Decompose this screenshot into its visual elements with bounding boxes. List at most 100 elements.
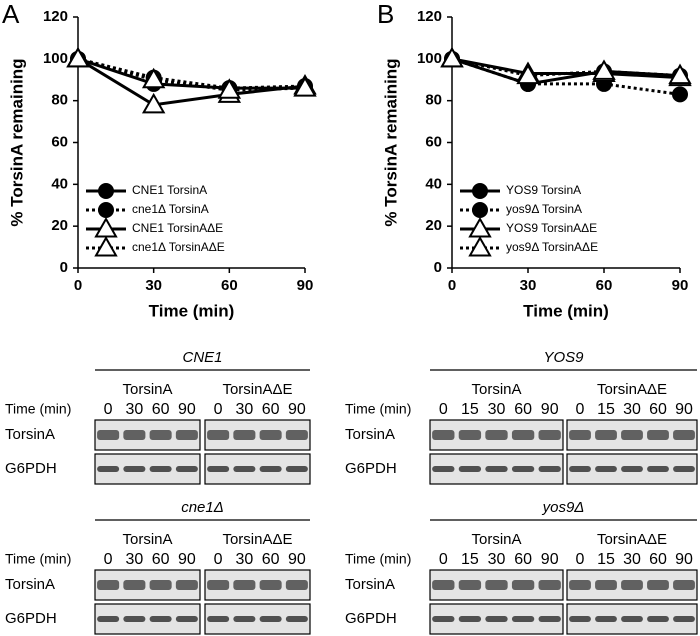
- point: [592, 59, 616, 80]
- x-axis-label: Time (min): [523, 301, 609, 320]
- x-tick-label: 60: [221, 277, 238, 294]
- blot-band: [647, 466, 669, 472]
- legend-marker: [472, 202, 488, 218]
- blot-band: [673, 580, 695, 590]
- blot-band: [485, 466, 508, 472]
- series-line: [451, 57, 681, 86]
- legend-label: CNE1 TorsinA: [132, 183, 207, 197]
- legend-label: cne1Δ TorsinAΔE: [132, 240, 225, 254]
- time-point: 60: [262, 551, 280, 568]
- blot-title: YOS9: [543, 349, 584, 366]
- time-point: 30: [125, 401, 143, 418]
- point: [66, 46, 90, 68]
- time-point: 90: [288, 551, 306, 568]
- blot-band: [285, 430, 308, 440]
- time-point: 15: [461, 551, 479, 568]
- group-label: TorsinA: [122, 381, 172, 398]
- y-tick-label: 0: [434, 259, 442, 276]
- legend-marker: [94, 235, 118, 257]
- group-label: TorsinA: [122, 531, 172, 548]
- blot-band: [621, 430, 643, 440]
- point: [516, 63, 540, 85]
- blot-band: [511, 466, 535, 472]
- row-label: TorsinA: [345, 426, 395, 443]
- time-point: 30: [623, 401, 641, 418]
- time-point: 60: [514, 551, 532, 568]
- time-point: 0: [439, 551, 448, 568]
- y-tick-label: 20: [51, 217, 68, 234]
- time-point: 0: [576, 401, 585, 418]
- blot-band: [458, 430, 482, 440]
- blot-band: [595, 580, 617, 590]
- series-line: [77, 57, 306, 92]
- x-axis-label: Time (min): [149, 301, 235, 320]
- legend-marker: [472, 183, 488, 199]
- blot-band: [485, 430, 508, 440]
- panel-label: B: [377, 0, 394, 29]
- time-point: 60: [649, 551, 667, 568]
- blot-band: [673, 616, 695, 622]
- blot-band: [233, 466, 256, 472]
- blot-band: [432, 580, 455, 590]
- blot-band: [97, 466, 120, 472]
- point: [141, 92, 166, 114]
- blot-band: [259, 430, 282, 440]
- time-point: 60: [152, 551, 170, 568]
- blot-band: [285, 580, 308, 590]
- blot-band: [538, 616, 561, 622]
- blot-band: [432, 430, 455, 440]
- x-tick-label: 90: [297, 277, 314, 294]
- blot-band: [285, 466, 308, 472]
- time-point: 60: [152, 401, 170, 418]
- time-point: 0: [439, 401, 448, 418]
- time-point: 90: [675, 551, 693, 568]
- blot-band: [485, 580, 508, 590]
- time-point: 60: [514, 401, 532, 418]
- row-label: TorsinA: [345, 576, 395, 593]
- blot-band: [569, 466, 591, 472]
- time-point: 90: [288, 401, 306, 418]
- y-tick-label: 40: [425, 175, 442, 192]
- blot-band: [149, 616, 172, 622]
- legend-marker: [98, 183, 114, 199]
- point: [440, 46, 464, 68]
- time-label: Time (min): [345, 401, 411, 417]
- y-tick-label: 80: [51, 92, 68, 109]
- blot-band: [673, 466, 695, 472]
- time-label: Time (min): [345, 551, 411, 567]
- blot-band: [123, 616, 146, 622]
- time-point: 0: [214, 401, 223, 418]
- blot-band: [175, 430, 198, 440]
- blot-title: CNE1: [182, 349, 222, 366]
- group-label: TorsinA: [471, 381, 521, 398]
- blot-band: [647, 580, 669, 590]
- time-point: 30: [235, 401, 253, 418]
- blot-band: [647, 430, 669, 440]
- blot-band: [432, 466, 455, 472]
- blot-band: [569, 430, 591, 440]
- blot-band: [233, 430, 256, 440]
- time-label: Time (min): [5, 401, 71, 417]
- blot-band: [673, 430, 695, 440]
- x-tick-label: 30: [145, 277, 162, 294]
- time-point: 90: [675, 401, 693, 418]
- blot-band: [595, 430, 617, 440]
- time-point: 0: [104, 401, 113, 418]
- time-point: 90: [178, 551, 196, 568]
- y-tick-label: 120: [417, 8, 442, 25]
- panel-label: A: [2, 0, 20, 29]
- time-point: 90: [541, 551, 559, 568]
- blot-band: [259, 466, 282, 472]
- y-tick-label: 80: [425, 92, 442, 109]
- group-label: TorsinAΔE: [222, 531, 292, 548]
- legend-marker: [468, 235, 492, 257]
- time-point: 90: [541, 401, 559, 418]
- blot-band: [259, 580, 282, 590]
- time-point: 15: [597, 551, 615, 568]
- x-tick-label: 0: [448, 277, 456, 294]
- blot-band: [569, 580, 591, 590]
- legend-label: YOS9 TorsinA: [506, 183, 581, 197]
- x-tick-label: 0: [74, 277, 82, 294]
